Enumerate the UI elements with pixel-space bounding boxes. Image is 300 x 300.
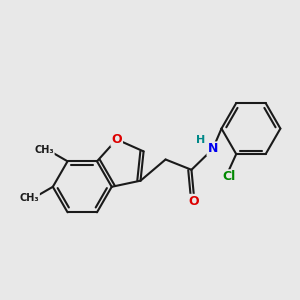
Text: Cl: Cl: [222, 170, 236, 183]
Text: O: O: [111, 133, 122, 146]
Text: CH₃: CH₃: [34, 145, 54, 155]
Text: H: H: [196, 135, 205, 145]
Text: CH₃: CH₃: [20, 193, 39, 203]
Text: O: O: [188, 195, 199, 208]
Text: N: N: [208, 142, 218, 155]
